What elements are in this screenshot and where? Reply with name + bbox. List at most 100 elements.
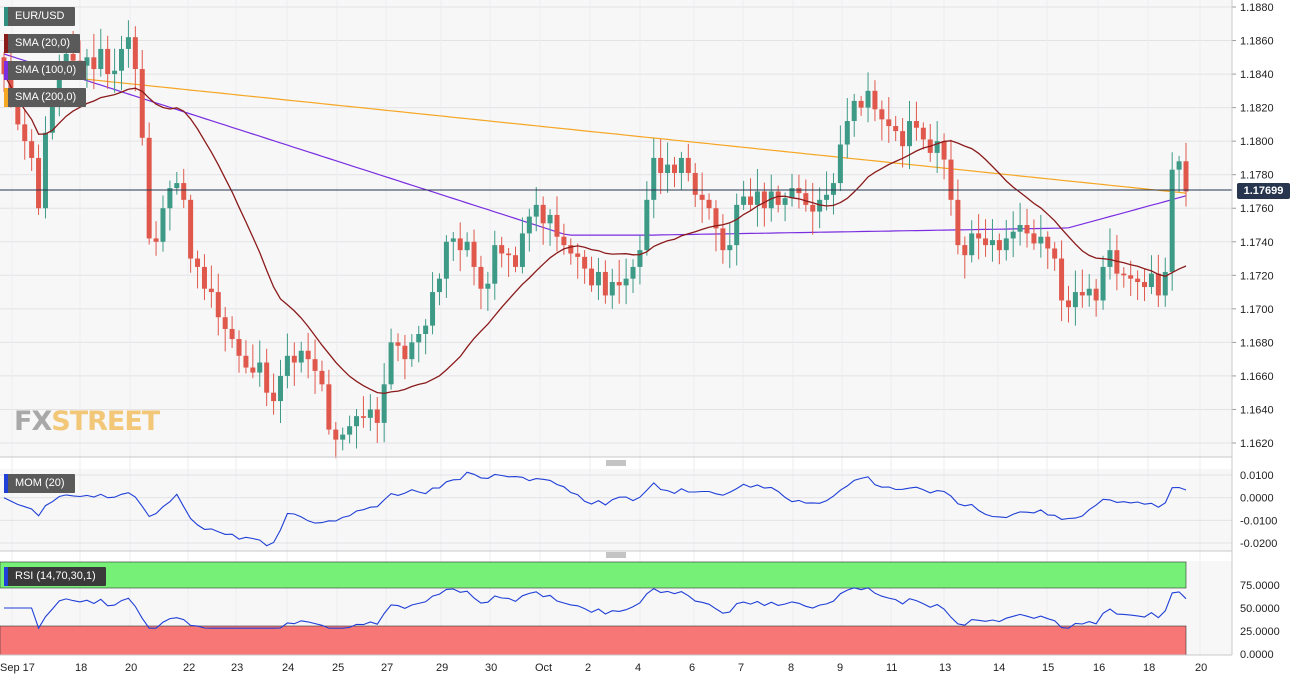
- candle-body: [492, 245, 498, 284]
- candle-body: [526, 216, 532, 234]
- x-tick-label: 9: [837, 662, 843, 674]
- candle-body: [533, 204, 539, 217]
- candle-body: [222, 317, 228, 329]
- candle-body: [450, 238, 456, 242]
- candle-body: [326, 384, 332, 430]
- candle-body: [264, 362, 270, 393]
- candle-body: [402, 345, 408, 360]
- candle-body: [1052, 248, 1058, 259]
- mom-label: MOM (20): [15, 477, 65, 489]
- candle-body: [360, 416, 366, 418]
- candle-body: [139, 69, 145, 138]
- candle-body: [167, 188, 173, 209]
- candle-body: [291, 355, 297, 363]
- x-tick-label: Oct: [535, 662, 552, 674]
- candle-body: [761, 191, 767, 209]
- x-tick-label: 23: [231, 662, 243, 674]
- candle-body: [692, 173, 698, 195]
- sma-100-line: [3, 53, 1187, 236]
- candle-body: [1107, 250, 1113, 267]
- candle-body: [989, 240, 995, 246]
- candle-body: [229, 328, 235, 340]
- y-axis-mom-ticks: 0.0100 0.0000 -0.0100 -0.0200: [1240, 470, 1277, 550]
- candle-body: [941, 141, 947, 160]
- candle-body: [436, 278, 442, 293]
- sma-200-path: [3, 70, 1187, 194]
- candle-body: [298, 350, 304, 363]
- sma-20-line: [3, 73, 1187, 395]
- candle-body: [665, 164, 671, 174]
- legend-rsi[interactable]: RSI (14,70,30,1): [4, 567, 106, 586]
- legend-sma-200[interactable]: SMA (200,0): [4, 88, 87, 107]
- x-tick-label: 14: [993, 662, 1005, 674]
- candle-body: [830, 183, 836, 195]
- x-tick-label: 11: [886, 662, 897, 674]
- candle-body: [900, 131, 906, 147]
- candle-body: [409, 342, 415, 360]
- x-tick-label: 2: [585, 662, 591, 674]
- candle-body: [125, 37, 131, 49]
- sma-200-label: SMA (200,0): [15, 91, 77, 103]
- y-tick-label: 1.1700: [1240, 304, 1274, 316]
- mom-tick-label: 0.0000: [1240, 493, 1274, 505]
- candle-body: [934, 141, 940, 153]
- y-tick-label: 1.1780: [1240, 170, 1274, 182]
- pane-resize-handle-2[interactable]: [606, 552, 626, 558]
- candle-body: [837, 144, 843, 184]
- sma-100-swatch: [4, 61, 8, 80]
- candle-body: [1010, 231, 1016, 239]
- candle-body: [706, 199, 712, 209]
- candle-body: [575, 253, 581, 257]
- legend-symbol[interactable]: EUR/USD: [4, 7, 75, 26]
- sma-200-line: [3, 70, 1187, 194]
- candle-body: [271, 392, 277, 402]
- candle-body: [824, 194, 830, 200]
- x-tick-label: 7: [738, 662, 744, 674]
- candle-body: [720, 228, 726, 251]
- candle-body: [983, 238, 989, 246]
- candle-body: [63, 53, 69, 66]
- mom-swatch: [4, 474, 8, 493]
- candle-body: [1017, 225, 1023, 232]
- mom-tick-label: 0.0100: [1240, 470, 1274, 482]
- candle-body: [312, 359, 318, 371]
- candle-body: [644, 199, 650, 251]
- y-tick-label: 1.1640: [1240, 404, 1274, 416]
- pane-resize-handle-1[interactable]: [606, 460, 626, 466]
- y-tick-label: 1.1860: [1240, 36, 1274, 48]
- legend-sma-20[interactable]: SMA (20,0): [4, 34, 81, 53]
- grid-lines: [0, 0, 1232, 655]
- momentum-line: [3, 471, 1187, 547]
- candle-body: [858, 100, 864, 108]
- x-tick-label: 24: [282, 662, 294, 674]
- y-tick-label: 1.1760: [1240, 203, 1274, 215]
- candle-body: [236, 339, 242, 356]
- rsi-tick-label: 75.0000: [1240, 580, 1280, 592]
- mom-tick-label: -0.0100: [1240, 515, 1277, 527]
- candle-body: [595, 271, 601, 286]
- x-tick-label: 18: [75, 662, 87, 674]
- legend-mom[interactable]: MOM (20): [4, 474, 75, 493]
- candle-body: [962, 245, 968, 256]
- sma-100-label: SMA (100,0): [15, 64, 77, 76]
- x-tick-label: 30: [485, 662, 497, 674]
- candle-body: [430, 292, 436, 326]
- candle-body: [354, 416, 360, 427]
- legend-sma-100[interactable]: SMA (100,0): [4, 61, 87, 80]
- sma-20-label: SMA (20,0): [15, 37, 71, 49]
- candle-body: [49, 104, 55, 133]
- candle-body: [582, 256, 588, 269]
- candle-body: [1031, 233, 1037, 244]
- watermark-fx: FX: [14, 406, 52, 437]
- x-axis-ticks: Sep 17 18 20 22 23 24 25 27 29 30 Oct 2 4 6 7 8 9 11 13 14 1…: [0, 662, 1207, 674]
- candle-body: [112, 70, 118, 75]
- candle-body: [464, 241, 470, 251]
- candle-body: [879, 109, 885, 120]
- candlestick-series: [1, 20, 1189, 459]
- candle-body: [1038, 236, 1044, 244]
- candle-body: [174, 183, 180, 189]
- candle-body: [485, 283, 491, 289]
- momentum-path: [3, 471, 1187, 547]
- candle-body: [105, 48, 111, 75]
- candle-body: [817, 199, 823, 212]
